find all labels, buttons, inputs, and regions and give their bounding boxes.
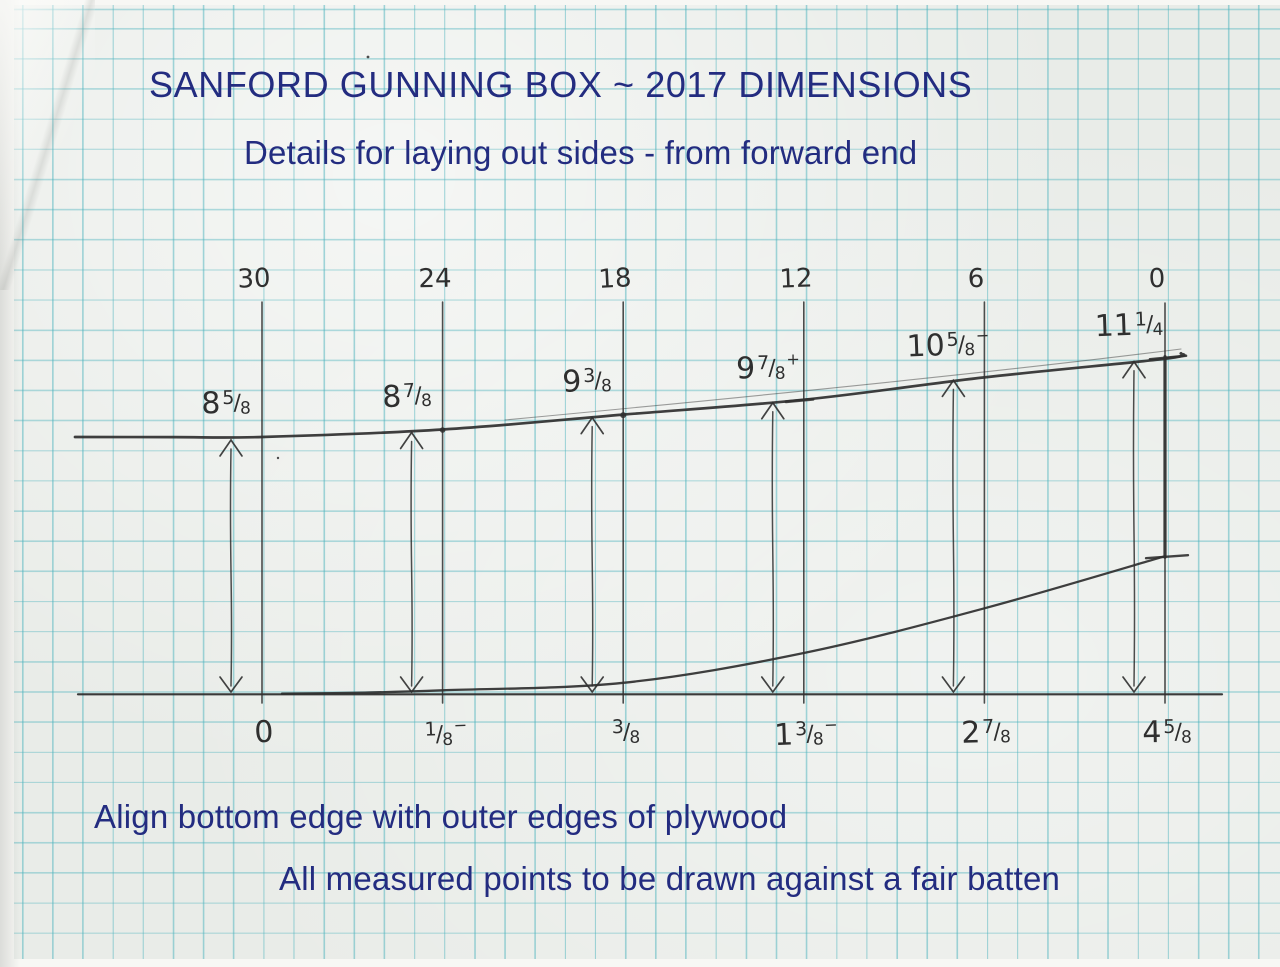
dimension-arrow-shaft [410,440,413,687]
dimension-arrow-shaft [1132,370,1136,687]
arrowhead-up [399,431,424,450]
arrowhead-up [219,438,243,457]
rocker-end-tick [1144,553,1190,560]
arrowhead-down [219,676,243,694]
station-number-label: 0 [1148,263,1166,295]
arrowhead-up [580,416,605,435]
page-subtitle: Details for laying out sides - from forw… [244,134,918,171]
arrowhead-up [760,401,785,420]
arrowhead-down [941,676,966,694]
page-title: SANFORD GUNNING BOX ~ 2017 DIMENSIONS [149,64,973,105]
station-number-label: 24 [417,263,452,295]
dimension-arrow-shaft [229,448,233,687]
rocker-offset-label: 3/8 [611,716,641,748]
note-align-bottom-edge: Align bottom edge with outer edges of pl… [94,798,788,835]
sheer-height-label: 97/8+ [735,349,800,387]
rocker-offset-label: 1/8− [423,715,468,751]
rocker-offset-label: 13/8− [773,714,838,754]
arrowhead-up [941,378,966,398]
sheer-batten-ghost [504,348,1182,421]
graph-paper [14,5,1280,959]
arrowhead-down [760,676,785,694]
dimension-arrow-shaft [771,410,775,687]
sheer-height-label: 85/8 [200,386,251,422]
paper-speck [276,456,280,460]
rocker-offset-label: 0 [253,714,275,751]
dimension-arrow-shaft [590,425,594,687]
rocker-offset-label: 45/8 [1141,715,1192,751]
sheer-height-label: 111/4 [1094,307,1164,344]
note-fair-batten: All measured points to be drawn against … [279,860,1061,897]
station-number-label: 6 [967,263,985,295]
station-number-label: 30 [236,263,272,295]
arrowhead-up [1122,360,1146,379]
arrowhead-down [1122,676,1146,694]
paper-speck [366,55,370,59]
sheer-station-dot [620,412,627,419]
sheer-height-label: 93/8 [561,363,613,400]
rocker-curve [280,555,1167,695]
sheer-height-label: 87/8 [380,378,433,415]
rocker-offset-label: 27/8 [961,715,1012,751]
station-number-label: 12 [778,263,813,295]
sheer-station-dot [439,427,446,433]
paper-corner-crease [0,0,95,290]
sheer-overdraw-dash [784,397,815,404]
station-number-label: 18 [597,263,633,295]
arrowhead-down [399,676,424,694]
dimension-arrow-shaft [952,388,955,687]
arrowhead-down [580,676,605,694]
sheer-height-label: 105/8− [906,325,990,365]
